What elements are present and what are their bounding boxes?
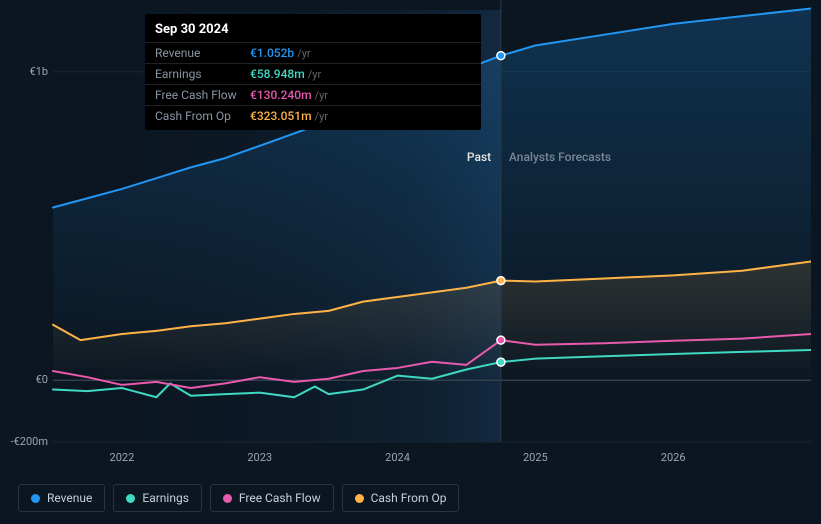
legend-label: Revenue — [47, 491, 92, 505]
y-axis-label: €0 — [8, 373, 48, 386]
legend-label: Cash From Op — [371, 491, 447, 505]
tooltip-series-name: Cash From Op — [155, 109, 250, 123]
tooltip-series-value: €130.240m — [250, 88, 312, 102]
past-label: Past — [467, 150, 491, 164]
tooltip-series-name: Revenue — [155, 46, 250, 60]
legend-item[interactable]: Free Cash Flow — [210, 484, 334, 512]
legend-swatch — [126, 494, 135, 503]
tooltip-suffix: /yr — [308, 68, 321, 81]
tooltip-series-name: Free Cash Flow — [155, 88, 250, 102]
tooltip-series-value: €1.052b — [250, 46, 294, 60]
legend-item[interactable]: Cash From Op — [342, 484, 460, 512]
tooltip-row: Cash From Op€323.051m/yr — [145, 105, 481, 126]
tooltip-row: Revenue€1.052b/yr — [145, 42, 481, 63]
tooltip-series-name: Earnings — [155, 67, 250, 81]
legend-swatch — [355, 494, 364, 503]
legend: Revenue Earnings Free Cash Flow Cash From O… — [18, 484, 459, 512]
forecast-label: Analysts Forecasts — [509, 150, 611, 164]
tooltip-row: Earnings€58.948m/yr — [145, 63, 481, 84]
tooltip-suffix: /yr — [315, 110, 328, 123]
y-axis-label: €1b — [8, 65, 48, 78]
x-axis-label: 2026 — [661, 451, 686, 464]
tooltip-series-value: €323.051m — [250, 109, 312, 123]
legend-swatch — [31, 494, 40, 503]
legend-item[interactable]: Revenue — [18, 484, 105, 512]
x-axis-label: 2025 — [523, 451, 548, 464]
legend-item[interactable]: Earnings — [113, 484, 202, 512]
tooltip-suffix: /yr — [297, 47, 310, 60]
legend-label: Earnings — [142, 491, 189, 505]
tooltip-suffix: /yr — [315, 89, 328, 102]
legend-label: Free Cash Flow — [239, 491, 321, 505]
x-axis-label: 2024 — [385, 451, 410, 464]
tooltip: Sep 30 2024 Revenue€1.052b/yrEarnings€58… — [145, 14, 481, 130]
tooltip-series-value: €58.948m — [250, 67, 305, 81]
legend-swatch — [223, 494, 232, 503]
tooltip-date: Sep 30 2024 — [145, 20, 481, 42]
y-axis-label: -€200m — [8, 435, 48, 448]
tooltip-row: Free Cash Flow€130.240m/yr — [145, 84, 481, 105]
x-axis-label: 2023 — [247, 451, 272, 464]
x-axis-label: 2022 — [110, 451, 135, 464]
